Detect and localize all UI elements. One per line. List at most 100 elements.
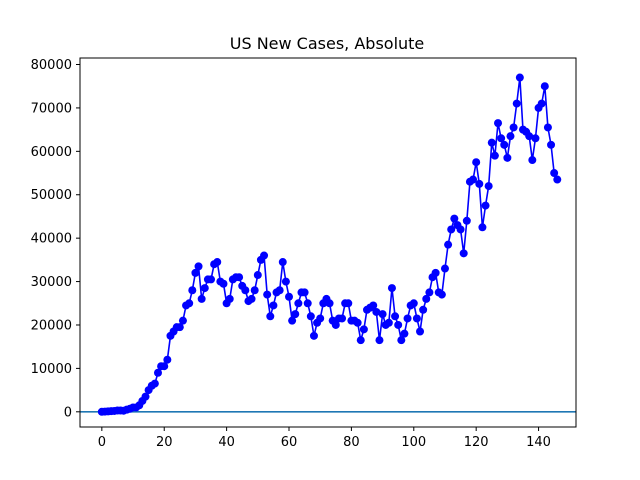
data-point xyxy=(178,316,187,325)
data-point xyxy=(490,151,499,160)
data-point xyxy=(391,312,400,321)
data-point xyxy=(400,329,409,338)
data-point xyxy=(450,214,459,223)
data-point xyxy=(213,258,222,267)
data-point xyxy=(153,368,162,377)
data-point xyxy=(472,158,481,167)
data-point xyxy=(431,268,440,277)
plot-area xyxy=(79,57,577,428)
data-point xyxy=(281,277,290,286)
data-point xyxy=(359,325,368,334)
data-point xyxy=(356,336,365,345)
data-point xyxy=(540,82,549,91)
data-point xyxy=(416,327,425,336)
data-point xyxy=(537,99,546,108)
data-point xyxy=(528,156,537,165)
y-axis: 0 10000 20000 30000 40000 50000 60000 70000 8000… xyxy=(31,58,80,420)
series-group xyxy=(80,73,576,416)
data-point xyxy=(141,392,150,401)
data-point xyxy=(525,132,534,141)
x-tick-label: 100 xyxy=(401,435,426,450)
x-tick-label: 0 xyxy=(98,435,106,450)
data-point xyxy=(294,299,303,308)
data-point xyxy=(462,216,471,225)
data-point xyxy=(469,175,478,184)
data-point xyxy=(378,310,387,319)
data-point xyxy=(543,123,552,132)
data-point xyxy=(175,323,184,332)
data-point xyxy=(531,134,540,143)
data-point xyxy=(344,299,353,308)
data-point xyxy=(547,140,556,149)
data-point xyxy=(200,284,209,293)
data-point xyxy=(409,299,418,308)
data-point xyxy=(375,336,384,345)
data-point xyxy=(250,286,259,295)
y-tick-label: 0 xyxy=(64,405,72,420)
data-point xyxy=(241,286,250,295)
y-tick-label: 60000 xyxy=(31,145,72,160)
data-point xyxy=(397,336,406,345)
data-point xyxy=(475,179,484,188)
data-point xyxy=(338,314,347,323)
data-point xyxy=(412,314,421,323)
y-tick-label: 20000 xyxy=(31,318,72,333)
data-point xyxy=(285,292,294,301)
data-point xyxy=(481,201,490,210)
data-point xyxy=(456,225,465,234)
y-tick-label: 30000 xyxy=(31,275,72,290)
y-tick-label: 80000 xyxy=(31,58,72,73)
data-point xyxy=(394,320,403,329)
data-point xyxy=(309,331,318,340)
data-point xyxy=(269,301,278,310)
data-point xyxy=(440,264,449,273)
data-point xyxy=(550,169,559,178)
data-point xyxy=(331,320,340,329)
data-point xyxy=(506,132,515,141)
data-point xyxy=(484,182,493,191)
chart-title: US New Cases, Absolute xyxy=(230,34,425,53)
y-tick-label: 50000 xyxy=(31,188,72,203)
data-point xyxy=(500,140,509,149)
data-point xyxy=(260,251,269,260)
x-tick-label: 120 xyxy=(464,435,489,450)
data-point xyxy=(288,316,297,325)
x-tick-label: 60 xyxy=(281,435,298,450)
x-axis: 0 20 40 60 80 100 120 140 xyxy=(98,427,551,450)
data-point xyxy=(419,305,428,314)
x-tick-label: 140 xyxy=(526,435,551,450)
data-point xyxy=(291,310,300,319)
data-point xyxy=(253,271,262,280)
data-point xyxy=(194,262,203,271)
data-point xyxy=(437,290,446,299)
data-point xyxy=(353,318,362,327)
data-point xyxy=(150,379,159,388)
data-point xyxy=(235,273,244,282)
data-point xyxy=(316,314,325,323)
x-tick-label: 20 xyxy=(156,435,173,450)
data-point xyxy=(384,318,393,327)
data-point xyxy=(487,138,496,147)
data-point xyxy=(387,284,396,293)
data-point xyxy=(422,294,431,303)
axes-frame xyxy=(79,57,577,428)
data-point xyxy=(185,299,194,308)
data-point xyxy=(515,73,524,82)
x-tick-label: 80 xyxy=(343,435,360,450)
data-point xyxy=(503,153,512,162)
data-point xyxy=(325,299,334,308)
data-point xyxy=(478,223,487,232)
data-point xyxy=(459,249,468,258)
data-point xyxy=(188,286,197,295)
data-point xyxy=(425,288,434,297)
y-tick-label: 70000 xyxy=(31,101,72,116)
data-point xyxy=(444,240,453,249)
data-point xyxy=(160,362,169,371)
data-point xyxy=(225,294,234,303)
data-point xyxy=(207,275,216,284)
data-point xyxy=(266,312,275,321)
data-point xyxy=(372,307,381,316)
data-point xyxy=(219,279,228,288)
data-point xyxy=(447,225,456,234)
